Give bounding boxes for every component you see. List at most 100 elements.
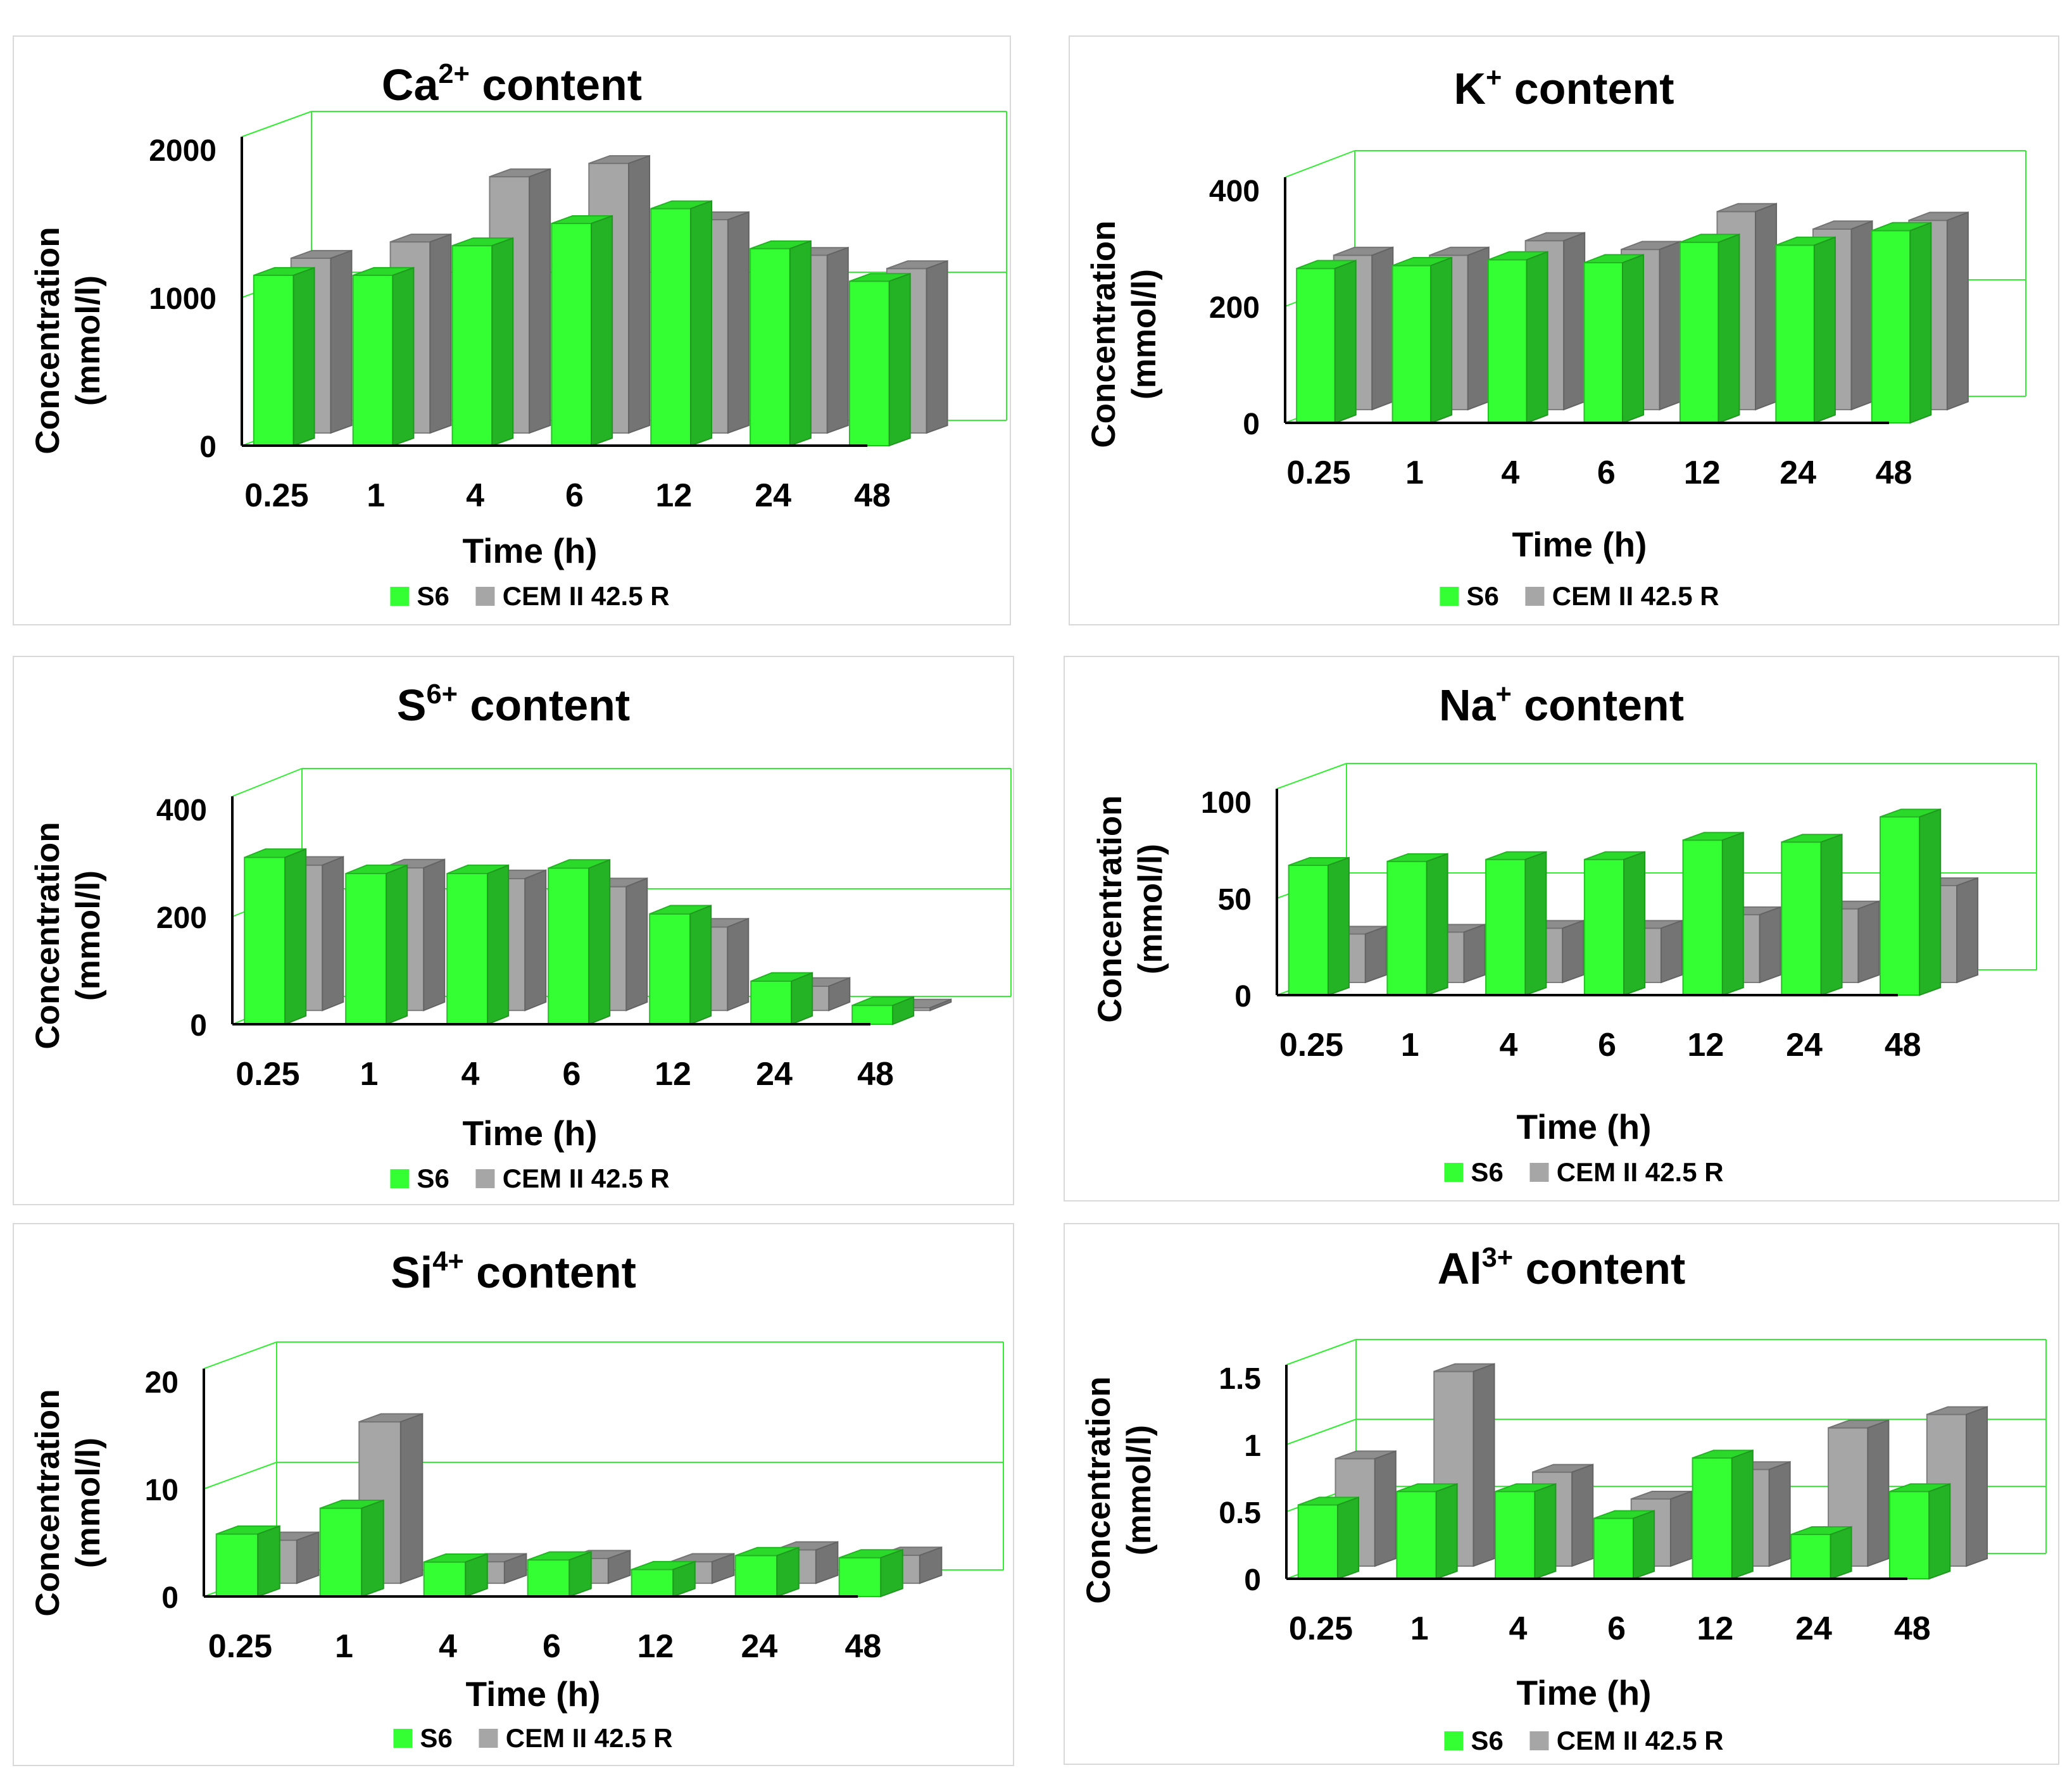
x-tick-label: 48 <box>857 1056 894 1093</box>
top-depth-edge <box>1286 1339 1357 1365</box>
chart-plot: 0 200 400 0.25 1 4 6 12 24 48 <box>1209 150 2026 491</box>
x-tick-label: 6 <box>563 1056 581 1093</box>
bar-s6-1 <box>319 1499 384 1598</box>
x-tick-label: 4 <box>1501 455 1519 491</box>
chart-title: Si4+ content <box>391 1246 636 1297</box>
bar-s6-1 <box>352 267 415 447</box>
chart-panel-si: Si4+ content 0 10 20 0.25 1 4 6 12 24 48 Concentr… <box>13 1223 1014 1766</box>
gridline-depth <box>1286 1419 1357 1445</box>
x-tick-label: 24 <box>755 477 791 514</box>
top-depth-edge <box>232 768 303 797</box>
x-tick-label: 24 <box>1795 1610 1832 1647</box>
x-tick-label: 1 <box>335 1628 353 1665</box>
x-tick-label: 48 <box>1885 1027 1921 1063</box>
y-tick-label: 0 <box>199 430 217 464</box>
bar-s6-24 <box>1775 236 1836 424</box>
top-depth-edge <box>1284 150 1355 178</box>
x-tick-label: 48 <box>1894 1610 1931 1647</box>
x-axis-label: Time (h) <box>1516 1673 1652 1712</box>
bar-s6-4 <box>1485 851 1547 996</box>
y-tick-label: 10 <box>145 1474 179 1507</box>
x-tick-label: 24 <box>1780 455 1816 491</box>
bar-s6-0.25 <box>253 267 315 447</box>
y-tick-label: 0 <box>161 1581 179 1615</box>
y-tick-label: 1.5 <box>1219 1362 1261 1396</box>
y-tick-label: 0 <box>1243 408 1260 441</box>
chart-plot: 0 1000 2000 0.25 1 4 6 12 24 48 <box>149 111 1007 514</box>
y-tick-label: 50 <box>1218 883 1252 917</box>
x-tick-label: 12 <box>1684 455 1721 491</box>
chart-panel-k: K+ content 0 200 400 0.25 1 4 6 12 24 48 Concentr… <box>1069 35 2059 625</box>
bar-s6-4 <box>423 1553 488 1598</box>
bar-s6-6 <box>1583 253 1645 424</box>
legend-swatch-cem <box>475 1169 495 1188</box>
x-tick-label: 1 <box>367 477 385 514</box>
y-tick-label: 100 <box>1201 786 1252 820</box>
x-tick-label: 24 <box>756 1056 793 1093</box>
chart-title: Na+ content <box>1438 679 1685 730</box>
x-tick-label: 48 <box>844 1628 881 1665</box>
bar-s6-24 <box>734 1546 800 1598</box>
x-tick-label: 24 <box>741 1628 777 1665</box>
chart-plot: 0 200 400 0.25 1 4 6 12 24 48 <box>156 768 1012 1093</box>
legend: S6 CEM II 42.5 R <box>390 1163 670 1194</box>
y-tick-label: 0 <box>1244 1564 1261 1597</box>
y-axis-label: Concentration (mmol/l) <box>1091 795 1169 1023</box>
bar-s6-0.25 <box>215 1525 280 1598</box>
x-tick-label: 4 <box>466 477 484 514</box>
legend: S6 CEM II 42.5 R <box>1444 1157 1724 1188</box>
chart-title: Al3+ content <box>1437 1243 1686 1293</box>
x-tick-label: 0.25 <box>1286 455 1350 491</box>
x-axis-label: Time (h) <box>1516 1107 1652 1146</box>
y-tick-label: 0.5 <box>1219 1496 1261 1530</box>
x-axis-label: Time (h) <box>462 531 598 570</box>
chart-plot: 0 50 100 0.25 1 4 6 12 24 48 <box>1201 763 2037 1063</box>
bar-s6-48 <box>848 272 911 447</box>
bar-s6-0.25 <box>1296 260 1357 424</box>
x-tick-label: 0.25 <box>235 1056 299 1093</box>
x-tick-label: 6 <box>1598 1027 1616 1063</box>
legend-swatch-s6 <box>393 1729 413 1748</box>
x-axis-label: Time (h) <box>1512 525 1647 564</box>
top-depth-edge <box>241 111 312 137</box>
bar-s6-6 <box>548 858 611 1025</box>
x-tick-label: 48 <box>854 477 891 514</box>
bar-s6-0.25 <box>1288 856 1350 996</box>
y-tick-label: 1 <box>1244 1429 1261 1463</box>
y-axis-label: Concentration (mmol/l) <box>1080 1376 1158 1604</box>
bar-s6-4 <box>1488 251 1548 424</box>
x-tick-label: 0.25 <box>244 477 308 514</box>
legend-swatch-cem <box>479 1729 498 1748</box>
y-axis-label: Concentration (mmol/l) <box>29 822 107 1050</box>
legend-swatch-s6 <box>390 587 410 606</box>
x-tick-label: 4 <box>439 1628 457 1665</box>
bar-s6-1 <box>1386 853 1448 996</box>
x-tick-label: 12 <box>1697 1610 1733 1647</box>
x-tick-label: 4 <box>461 1056 480 1093</box>
bar-s6-24 <box>750 972 813 1025</box>
bar-s6-4 <box>1495 1483 1557 1580</box>
chart-panel-al: Al3+ content 0 0.5 1 1.5 0.25 1 4 6 12 24 48 Conce… <box>1064 1223 2059 1765</box>
bar-s6-0.25 <box>244 848 307 1025</box>
bar-s6-0.25 <box>1297 1496 1359 1580</box>
top-depth-edge <box>203 1341 277 1369</box>
y-tick-label: 1000 <box>149 282 217 316</box>
y-tick-label: 20 <box>145 1366 179 1400</box>
x-tick-label: 1 <box>1410 1610 1429 1647</box>
bar-s6-12 <box>650 200 712 447</box>
x-axis-label: Time (h) <box>462 1113 598 1153</box>
bar-s6-12 <box>1679 233 1740 424</box>
x-tick-label: 48 <box>1876 455 1912 491</box>
x-tick-label: 12 <box>655 477 692 514</box>
bar-s6-48 <box>1888 1483 1951 1580</box>
bar-s6-1 <box>345 864 408 1025</box>
bar-s6-6 <box>1593 1510 1655 1580</box>
x-tick-label: 0.25 <box>208 1628 272 1665</box>
bar-s6-48 <box>838 1548 903 1598</box>
bar-s6-24 <box>1781 833 1843 996</box>
x-tick-label: 6 <box>565 477 584 514</box>
x-tick-label: 12 <box>637 1628 674 1665</box>
chart-plot: 0 10 20 0.25 1 4 6 12 24 48 <box>145 1341 1004 1665</box>
legend-swatch-s6 <box>1440 587 1459 606</box>
y-axis-label: Concentration (mmol/l) <box>29 1389 107 1617</box>
